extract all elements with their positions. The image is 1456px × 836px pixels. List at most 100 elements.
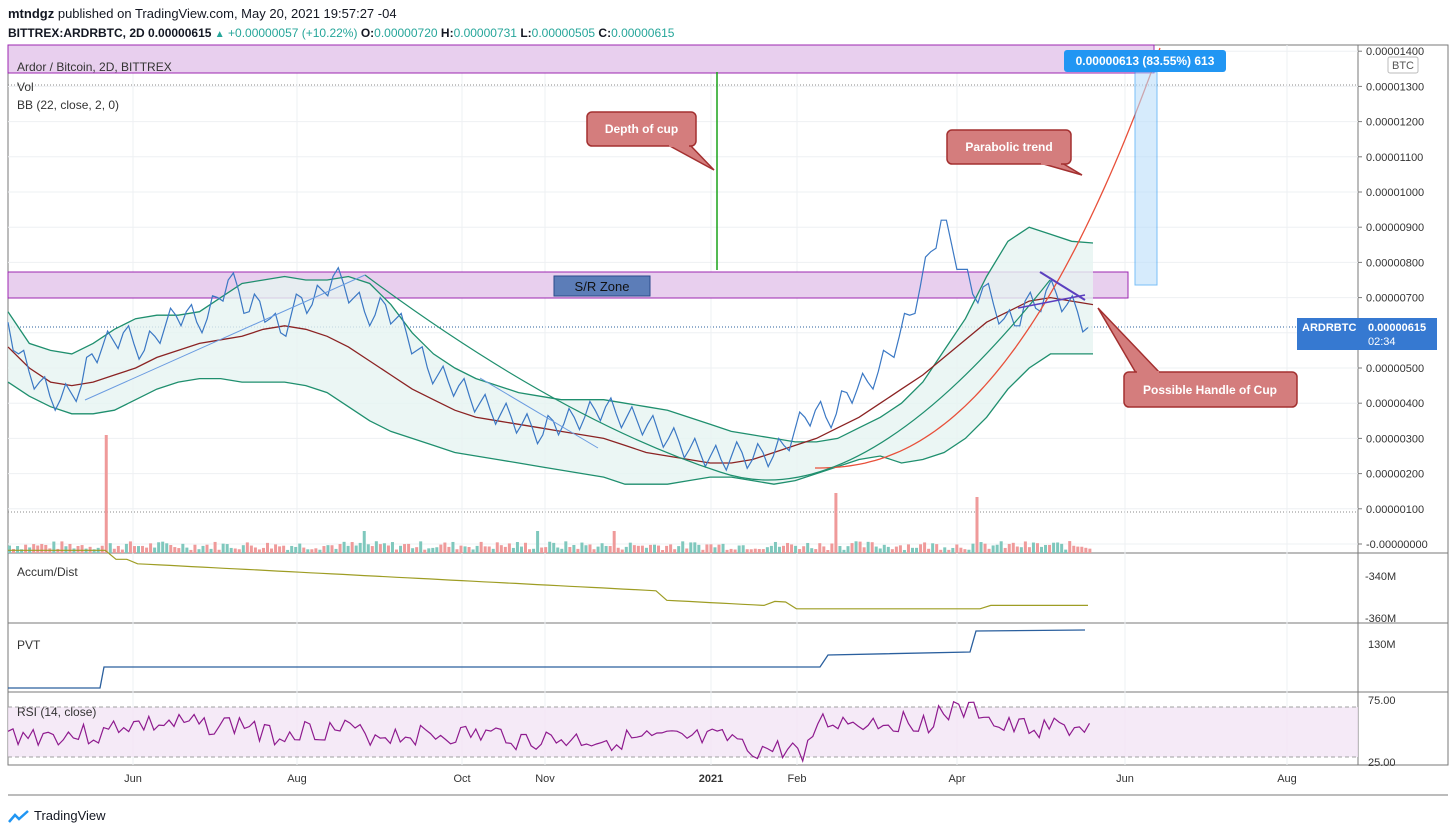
volume-bar <box>302 547 306 553</box>
volume-bar <box>455 549 459 553</box>
ohlc-line: BITTREX:ARDRBTC, 2D 0.00000615 ▲ +0.0000… <box>8 26 674 40</box>
accum-legend[interactable]: Accum/Dist <box>17 565 78 579</box>
volume-bar <box>201 545 205 553</box>
volume-bar <box>342 541 346 553</box>
volume-bar <box>584 545 588 553</box>
volume-bar <box>757 548 761 553</box>
volume-bar <box>1019 547 1023 553</box>
volume-bar <box>205 544 209 553</box>
volume-bar <box>1052 542 1056 553</box>
pane-frame-1 <box>7 552 1449 624</box>
volume-bar <box>153 547 157 553</box>
volume-bar <box>733 549 737 553</box>
volume-bar <box>761 549 765 553</box>
pvt-tick-label: 130M <box>1368 639 1396 651</box>
bb-basis-line <box>7 296 1094 464</box>
volume-bar <box>181 543 185 553</box>
volume-bar <box>157 542 161 553</box>
volume-bar <box>632 545 636 553</box>
volume-bar <box>137 546 140 553</box>
volume-bar <box>112 548 116 553</box>
volume-bar <box>661 549 665 553</box>
volume-bar <box>822 546 826 553</box>
volume-bar <box>979 542 983 553</box>
callout-handle[interactable]: Possible Handle of Cup <box>1097 307 1298 408</box>
volume-bar <box>334 548 338 553</box>
price-tick-label: 0.00001300 <box>1366 81 1424 93</box>
volume-bar <box>669 544 673 553</box>
main-legend[interactable]: Ardor / Bitcoin, 2D, BITTREX <box>17 60 172 74</box>
last-price-tag[interactable] <box>1297 318 1437 350</box>
volume-bar <box>459 545 463 553</box>
bb-legend[interactable]: BB (22, close, 2, 0) <box>17 98 120 112</box>
volume-bar <box>701 549 705 553</box>
volume-bar <box>286 549 290 553</box>
tradingview-footer[interactable]: TradingView <box>8 808 106 824</box>
volume-bar <box>919 544 923 553</box>
volume-bar <box>975 497 979 553</box>
volume-bar <box>556 547 560 553</box>
volume-bar <box>878 548 882 553</box>
rsi-tick-label: 25.00 <box>1368 757 1396 769</box>
volume-bar <box>528 549 532 553</box>
volume-bar <box>495 542 499 553</box>
volume-bar <box>120 549 124 553</box>
callout-parabolic-pointer <box>1039 162 1083 176</box>
volume-bar <box>350 542 354 553</box>
symbol-label[interactable]: BITTREX:ARDRBTC, 2D <box>8 26 145 40</box>
volume-bar <box>741 545 745 553</box>
volume-bar <box>745 549 749 553</box>
rsi-band <box>8 707 1358 757</box>
measure-range-box[interactable] <box>1134 71 1158 286</box>
volume-bar <box>713 547 717 553</box>
volume-bar <box>415 547 419 553</box>
volume-bar <box>790 544 794 553</box>
volume-bar <box>298 543 302 553</box>
volume-bar <box>685 548 689 553</box>
price-tick-label: 0.00001000 <box>1366 187 1424 199</box>
volume-bar <box>749 549 753 553</box>
callout-parabolic[interactable]: Parabolic trend <box>946 129 1083 176</box>
volume-bar <box>451 541 455 553</box>
sr-zone-top[interactable] <box>7 44 1155 74</box>
volume-bar <box>870 542 874 553</box>
volume-bar <box>814 549 818 553</box>
volume-bar <box>915 547 919 553</box>
volume-bar <box>999 541 1003 553</box>
volume-bar <box>193 544 197 553</box>
volume-bar <box>544 547 548 553</box>
volume-bar <box>306 549 310 553</box>
volume-bar <box>923 542 927 553</box>
volume-bar <box>955 544 959 553</box>
price-tick-label: 0.00001200 <box>1366 117 1424 129</box>
volume-bar <box>483 546 487 553</box>
vol-legend[interactable]: Vol <box>17 80 34 94</box>
measure-label-box[interactable] <box>1064 50 1226 72</box>
currency-box <box>1387 56 1419 74</box>
volume-bar <box>507 543 511 553</box>
sr-zone-label: S/R Zone <box>575 279 630 294</box>
volume-bar <box>1040 546 1043 553</box>
volume-bar <box>769 545 773 553</box>
footer-brand: TradingView <box>34 808 106 823</box>
volume-bar <box>491 548 495 553</box>
volume-bar <box>511 547 515 553</box>
volume-bar <box>657 545 661 553</box>
time-tick-label: Aug <box>1277 773 1297 785</box>
falling-trendline <box>479 377 599 449</box>
rsi-legend[interactable]: RSI (14, close) <box>17 705 97 719</box>
publish-line: mtndgz published on TradingView.com, May… <box>8 6 397 21</box>
volume-bar <box>326 545 330 553</box>
volume-bar <box>233 548 237 553</box>
callout-depth[interactable]: Depth of cup <box>586 111 715 171</box>
sr-zone-label-box[interactable] <box>553 275 651 297</box>
volume-bar <box>435 547 439 553</box>
volume-bar <box>108 543 112 553</box>
volume-bar <box>1035 543 1039 553</box>
volume-bar <box>253 547 257 553</box>
volume-bar <box>677 546 681 553</box>
low-value: 0.00000505 <box>531 26 596 40</box>
volume-bar <box>419 541 423 553</box>
pvt-legend[interactable]: PVT <box>17 638 41 652</box>
